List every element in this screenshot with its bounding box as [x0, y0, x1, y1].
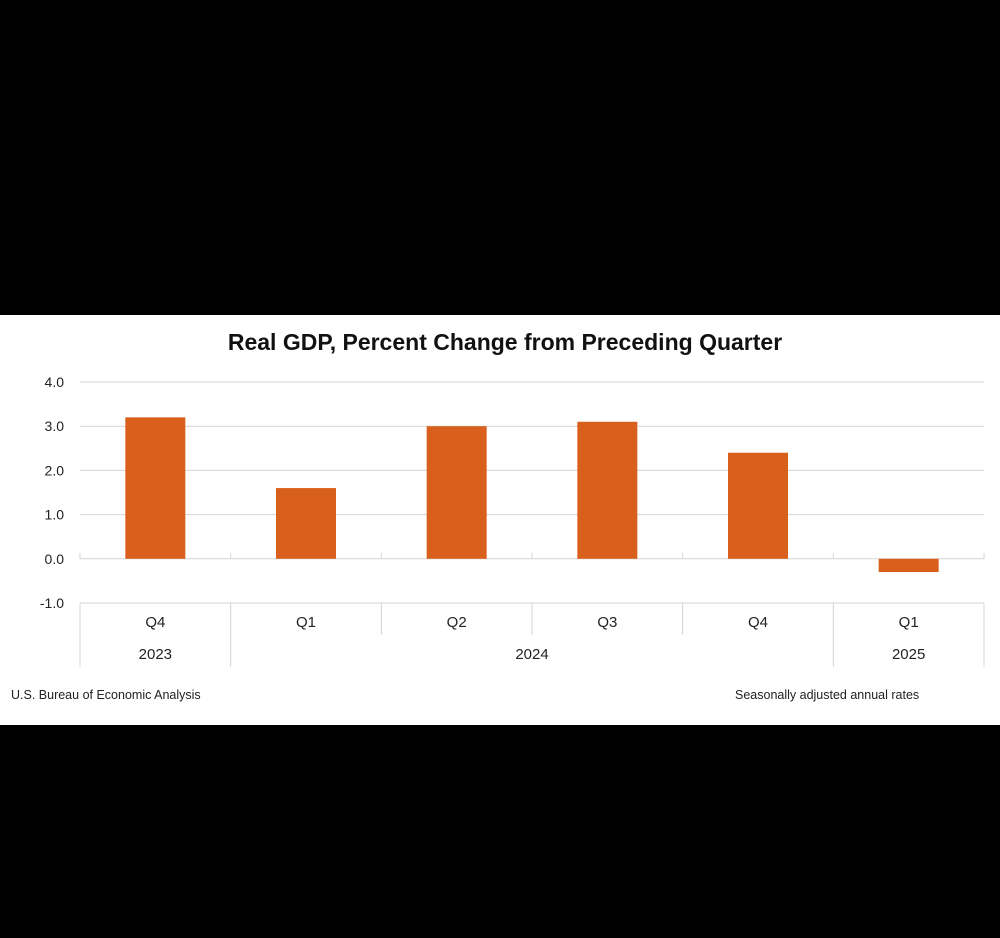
- category-label: Q1: [296, 614, 316, 631]
- source-note: U.S. Bureau of Economic Analysis: [11, 688, 201, 702]
- category-axis: Q4 Q1 Q2 Q3 Q4 Q1 2023 2024 2025: [79, 552, 985, 667]
- chart-panel: Real GDP, Percent Change from Preceding …: [0, 315, 1000, 725]
- category-label: Q2: [447, 614, 467, 631]
- category-label: Q4: [145, 614, 165, 631]
- y-tick-label: 0.0: [45, 551, 65, 567]
- bar: [276, 488, 336, 559]
- gridlines: [80, 381, 984, 604]
- group-label: 2023: [139, 646, 172, 663]
- y-tick-label: 1.0: [45, 507, 65, 523]
- y-tick-label: 2.0: [45, 462, 65, 478]
- category-label: Q1: [899, 614, 919, 631]
- bar: [577, 421, 638, 559]
- group-label: 2025: [892, 646, 925, 663]
- chart-title: Real GDP, Percent Change from Preceding …: [228, 329, 782, 355]
- y-tick-labels: 4.0 3.0 2.0 1.0 0.0 -1.0: [40, 374, 64, 611]
- bar: [878, 558, 939, 573]
- category-label: Q3: [597, 614, 617, 631]
- bars: [125, 417, 939, 573]
- bar: [426, 426, 487, 559]
- y-tick-label: 4.0: [45, 374, 65, 390]
- y-tick-label: -1.0: [40, 595, 64, 611]
- rates-note: Seasonally adjusted annual rates: [735, 688, 920, 702]
- gdp-bar-chart: Real GDP, Percent Change from Preceding …: [40, 329, 985, 667]
- category-label: Q4: [748, 614, 768, 631]
- group-label: 2024: [515, 646, 548, 663]
- bar: [125, 417, 186, 559]
- bar: [728, 452, 788, 559]
- y-tick-label: 3.0: [45, 418, 65, 434]
